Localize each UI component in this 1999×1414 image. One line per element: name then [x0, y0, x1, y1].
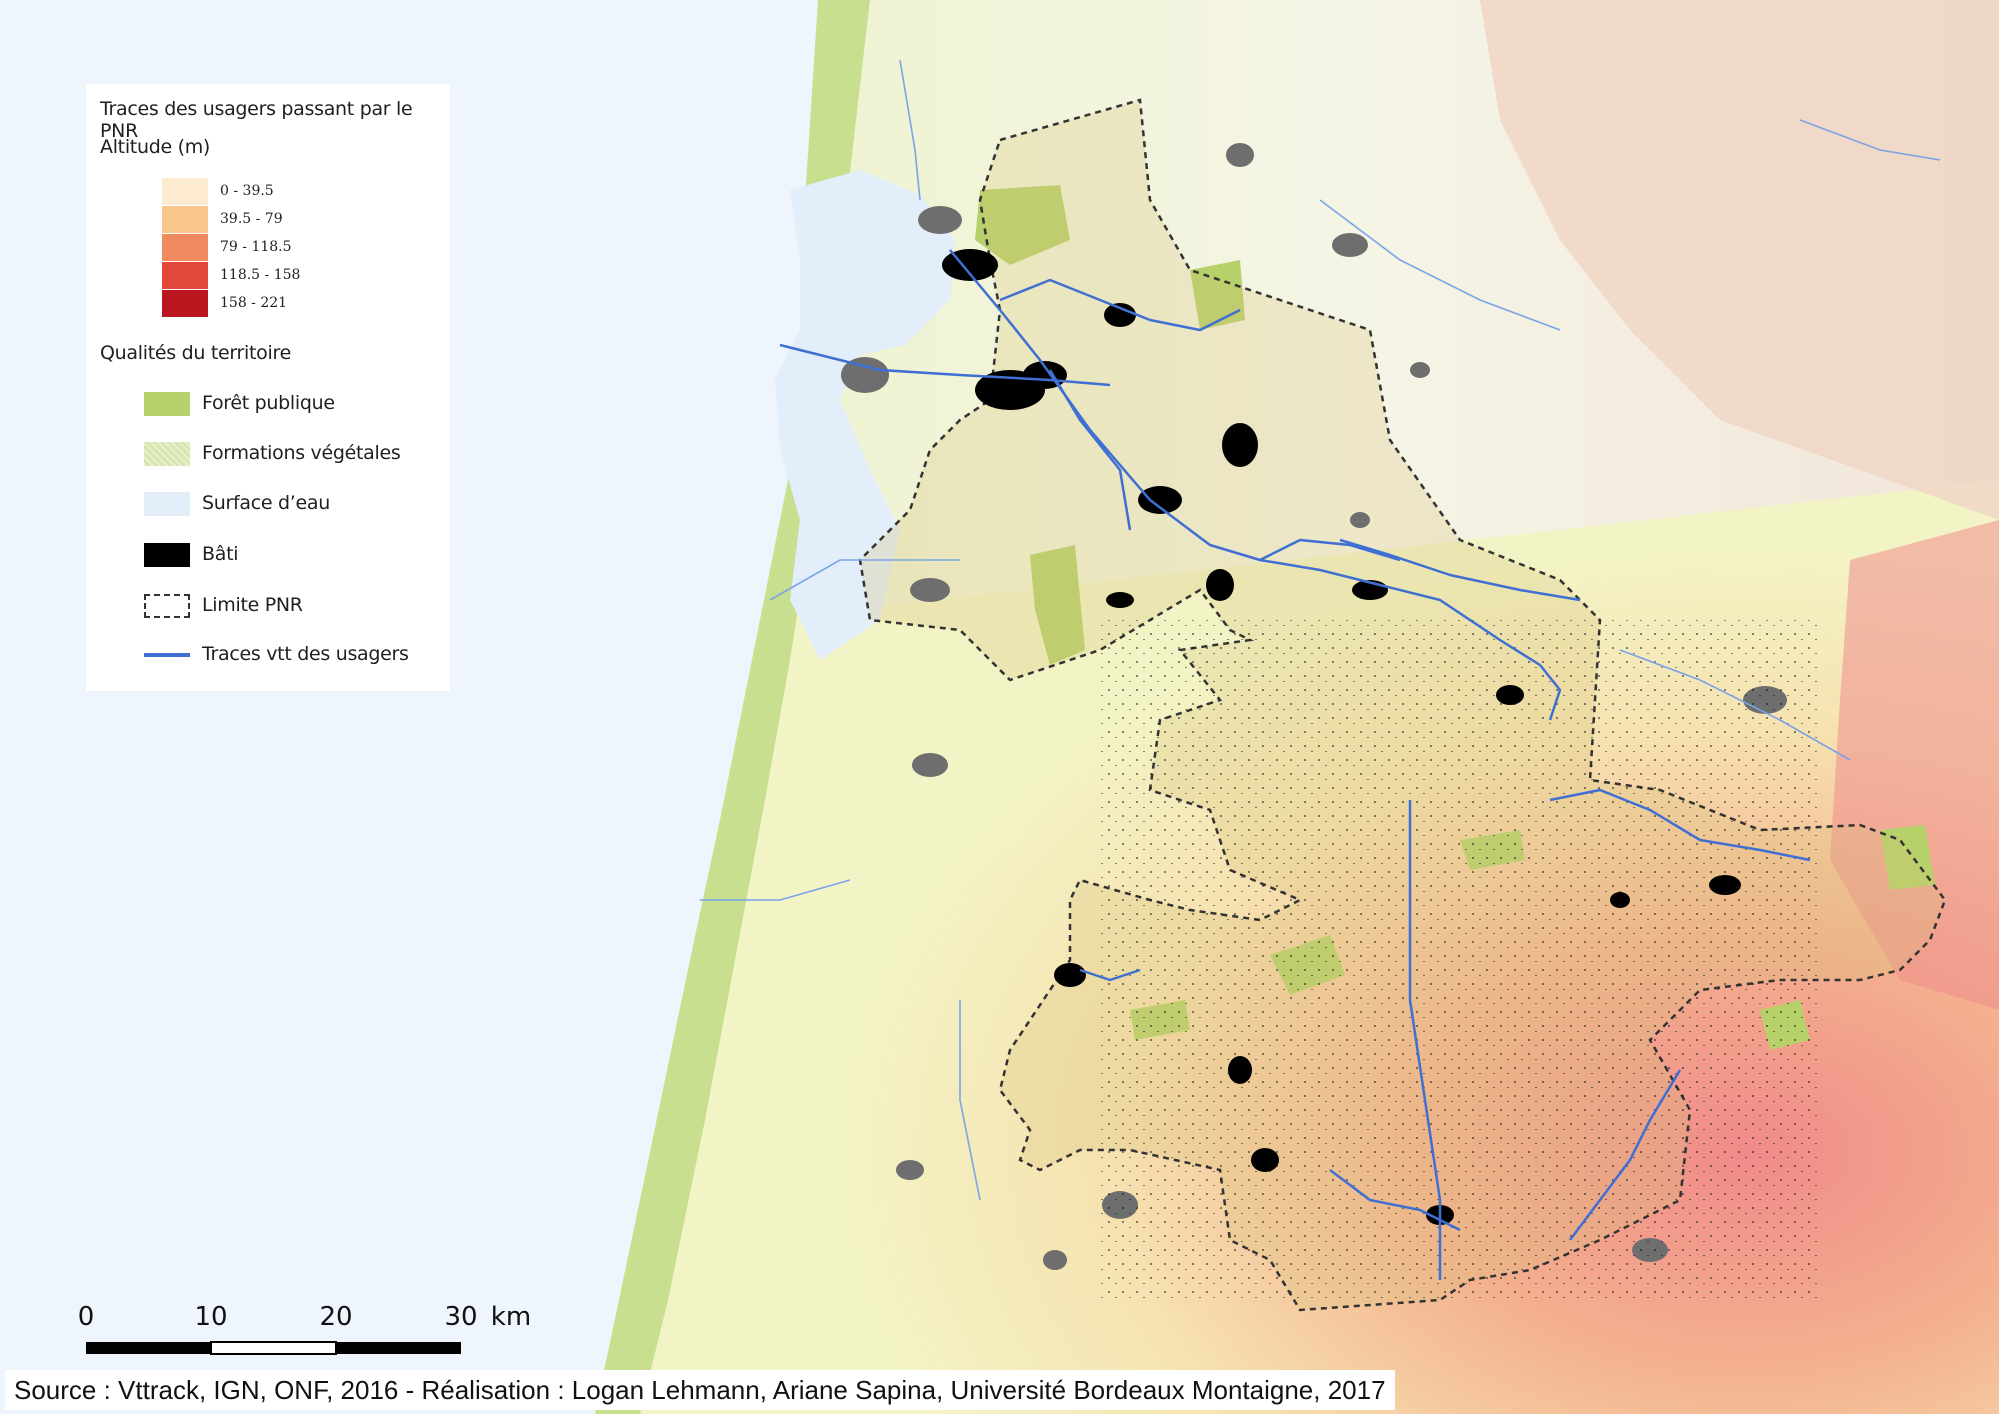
light-blue-fill-swatch-icon [144, 492, 190, 516]
relief-northeast [1480, 0, 1999, 520]
legend-item-pnr-limit: Limite PNR [144, 592, 434, 622]
altitude-swatch [162, 290, 208, 317]
user-traces [779, 249, 1811, 1280]
legend-item-vegetation: Formations végétales [144, 440, 434, 470]
legend-item-label: Forêt publique [202, 392, 335, 414]
legend-item-built: Bâti [144, 541, 434, 571]
scale-unit: km [490, 1302, 532, 1332]
altitude-class-3: 79 - 118.5 [162, 234, 362, 262]
quality-heading: Qualités du territoire [100, 342, 291, 364]
altitude-label: 79 - 118.5 [220, 239, 292, 255]
built-outside [841, 143, 1787, 1270]
scattered-built [1100, 620, 1820, 1300]
altitude-swatch [162, 206, 208, 233]
legend-item-label: Limite PNR [202, 594, 303, 616]
altitude-class-1: 0 - 39.5 [162, 178, 362, 206]
legend-item-water: Surface d’eau [144, 490, 434, 520]
legend-item-label: Formations végétales [202, 442, 401, 464]
legend-title: Traces des usagers passant par le PNR [100, 98, 413, 142]
scale-tick-10: 10 [194, 1302, 228, 1332]
blue-line-swatch-icon [144, 653, 190, 657]
altitude-label: 39.5 - 79 [220, 211, 283, 227]
altitude-label: 0 - 39.5 [220, 183, 274, 199]
legend-item-label: Traces vtt des usagers [202, 643, 409, 665]
scale-tick-0: 0 [77, 1302, 95, 1332]
legend-item-label: Surface d’eau [202, 492, 330, 514]
scale-tick-20: 20 [319, 1302, 353, 1332]
altitude-class-5: 158 - 221 [162, 290, 362, 318]
altitude-class-4: 118.5 - 158 [162, 262, 362, 290]
arcachon-basin [775, 170, 955, 660]
altitude-label: 158 - 221 [220, 295, 288, 311]
legend-item-public-forest: Forêt publique [144, 390, 434, 420]
green-fill-swatch-icon [144, 392, 190, 416]
black-fill-swatch-icon [144, 543, 190, 567]
altitude-label: 118.5 - 158 [220, 267, 301, 283]
relief-east [1830, 520, 1999, 1010]
altitude-swatch [162, 178, 208, 205]
altitude-heading: Altitude (m) [100, 136, 211, 158]
legend-item-label: Bâti [202, 543, 239, 565]
altitude-swatch [162, 262, 208, 289]
altitude-class-2: 39.5 - 79 [162, 206, 362, 234]
scale-tick-30: 30 [444, 1302, 478, 1332]
legend-item-traces: Traces vtt des usagers [144, 641, 434, 671]
user-traces-outside [700, 59, 1941, 1201]
light-green-hatched-swatch-icon [144, 442, 190, 466]
legend-panel: Traces des usagers passant par le PNR Al… [86, 84, 450, 691]
scalebar-graphic [86, 1341, 461, 1355]
scalebar: 0 10 20 30 km [70, 1302, 532, 1362]
dashed-outline-swatch-icon [144, 594, 190, 618]
altitude-swatch [162, 234, 208, 261]
source-credit: Source : Vttrack, IGN, ONF, 2016 - Réali… [5, 1370, 1395, 1410]
